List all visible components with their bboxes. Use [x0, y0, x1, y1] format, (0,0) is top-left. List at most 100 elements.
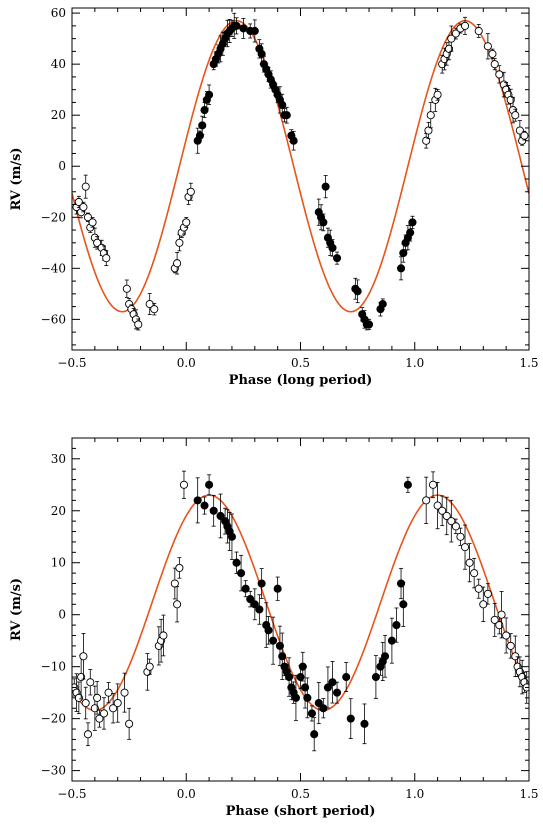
data-point: [86, 678, 95, 687]
data-point: [433, 501, 442, 510]
data-point: [406, 228, 415, 237]
data-point: [399, 248, 408, 258]
data-point: [360, 719, 369, 728]
data-point: [460, 543, 470, 552]
data-point: [278, 652, 287, 661]
data-point: [451, 29, 460, 38]
data-point: [275, 641, 284, 650]
series-filled-circle: [193, 474, 412, 752]
y-tick-label: 20: [51, 504, 66, 518]
data-point: [241, 584, 250, 593]
data-point: [250, 26, 259, 36]
data-point: [269, 636, 278, 645]
data-point: [95, 714, 104, 723]
data-point: [408, 218, 417, 227]
x-tick-label: 1.0: [405, 356, 424, 370]
data-point: [104, 688, 113, 697]
x-tick-label: 1.5: [519, 787, 538, 801]
x-tick-label: 1.5: [519, 356, 538, 370]
data-point: [474, 584, 483, 593]
data-point: [109, 704, 118, 713]
data-point: [257, 579, 266, 588]
data-point: [506, 95, 515, 104]
data-point: [479, 600, 488, 609]
data-point: [175, 563, 184, 572]
data-point: [227, 532, 236, 541]
data-point: [310, 730, 319, 739]
data-point: [515, 126, 524, 135]
data-point: [474, 26, 483, 36]
data-point: [442, 511, 451, 521]
data-point: [198, 121, 207, 130]
data-point: [495, 70, 504, 79]
data-point: [278, 100, 287, 110]
data-point: [273, 584, 282, 593]
data-point: [497, 610, 506, 619]
data-point: [520, 131, 529, 140]
data-point: [122, 284, 131, 293]
data-point: [483, 42, 492, 51]
data-point: [506, 641, 515, 650]
data-point: [456, 532, 465, 541]
data-point: [490, 60, 499, 69]
data-point: [333, 254, 342, 263]
y-tick-label: −20: [41, 712, 66, 726]
data-point: [380, 652, 390, 661]
data-point: [173, 259, 182, 268]
data-point: [424, 126, 433, 135]
data-point: [433, 90, 442, 99]
data-point: [460, 21, 470, 30]
data-point: [257, 49, 266, 58]
data-point: [186, 187, 195, 196]
data-point: [289, 136, 298, 145]
data-point: [428, 480, 438, 489]
data-point: [291, 693, 300, 702]
data-point: [371, 673, 380, 682]
data-point: [321, 182, 330, 191]
data-point: [81, 698, 90, 708]
data-point: [438, 506, 447, 515]
data-point: [195, 131, 205, 140]
bottom-panel-short-period: −0.5 0.0 0.5 1.0 1.5 −30 −20 −10 0 10 20 30 Phase (s…: [9, 437, 539, 819]
data-point: [282, 111, 291, 120]
data-point: [353, 287, 362, 296]
data-point: [145, 662, 154, 671]
y-tick-label: 30: [51, 452, 66, 466]
data-point: [173, 600, 182, 609]
data-point: [90, 704, 99, 713]
y-tick-label: −10: [41, 660, 66, 674]
data-point: [303, 693, 312, 702]
y-tick-label: −40: [41, 261, 66, 275]
series-filled-circle: [193, 12, 417, 331]
x-axis-label: Phase (short period): [226, 804, 376, 819]
data-point: [399, 600, 408, 609]
data-point: [511, 652, 520, 661]
x-tick-label: 0.5: [291, 356, 310, 370]
data-point: [145, 300, 154, 309]
data-point: [200, 501, 209, 510]
data-point: [79, 203, 88, 212]
data-point: [396, 264, 406, 273]
data-point: [255, 605, 264, 614]
x-tick-label: 1.0: [405, 787, 424, 801]
series-open-circle: [72, 470, 529, 747]
y-tick-label: 0: [58, 159, 66, 173]
data-point: [170, 579, 179, 588]
data-point: [342, 673, 351, 682]
data-point: [237, 569, 246, 578]
data-point: [426, 111, 435, 120]
data-point: [232, 21, 241, 30]
data-point: [93, 693, 102, 702]
x-tick-label: −0.5: [57, 787, 86, 801]
data-point: [205, 90, 214, 99]
data-point: [470, 569, 479, 578]
data-point: [179, 480, 189, 489]
data-point: [182, 218, 191, 227]
data-point: [83, 730, 93, 739]
data-point: [264, 626, 273, 635]
x-axis-label: Phase (long period): [229, 373, 373, 388]
data-point: [333, 688, 342, 697]
data-point: [444, 44, 454, 53]
data-point: [246, 595, 255, 604]
